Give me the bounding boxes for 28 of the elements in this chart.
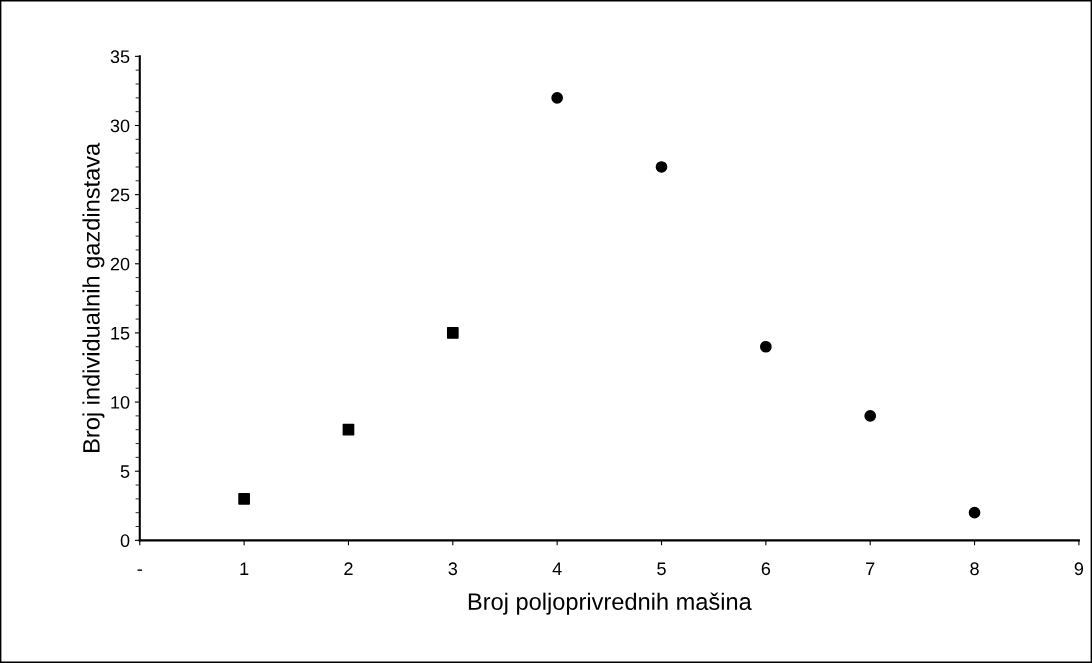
x-tick-label: 8	[970, 562, 979, 576]
point	[342, 423, 355, 436]
x-tick-label: 7	[866, 562, 875, 575]
y-tick-label: 15	[111, 327, 130, 340]
x-tick-label: 6	[761, 562, 771, 576]
y-axis-title: Broj individualnih gazdinstava	[82, 142, 105, 452]
y-tick-label: 0	[120, 534, 130, 548]
x-tick-label: 9	[1074, 562, 1084, 576]
y-tick-label: 10	[111, 396, 130, 409]
point	[551, 91, 564, 104]
y-tick-label: 5	[120, 465, 130, 478]
x-tick-label: 5	[657, 562, 666, 576]
point	[446, 327, 459, 339]
x-axis-title: Broj poljoprivrednih mašina	[468, 592, 752, 615]
point	[655, 161, 668, 173]
x-tick-label: 1	[240, 562, 249, 575]
y-tick-label: 20	[110, 257, 130, 271]
x-tick-label: 2	[344, 562, 353, 575]
y-tick-label: 25	[110, 188, 130, 202]
y-tick-label: 30	[110, 119, 130, 133]
point	[238, 493, 250, 505]
point	[968, 506, 981, 519]
x-tick-label: -	[137, 569, 142, 571]
x-tick-label: 4	[552, 562, 562, 575]
y-tick-label: 35	[110, 50, 130, 64]
point	[864, 410, 877, 422]
point	[760, 340, 772, 353]
x-tick-label: 3	[448, 562, 458, 576]
